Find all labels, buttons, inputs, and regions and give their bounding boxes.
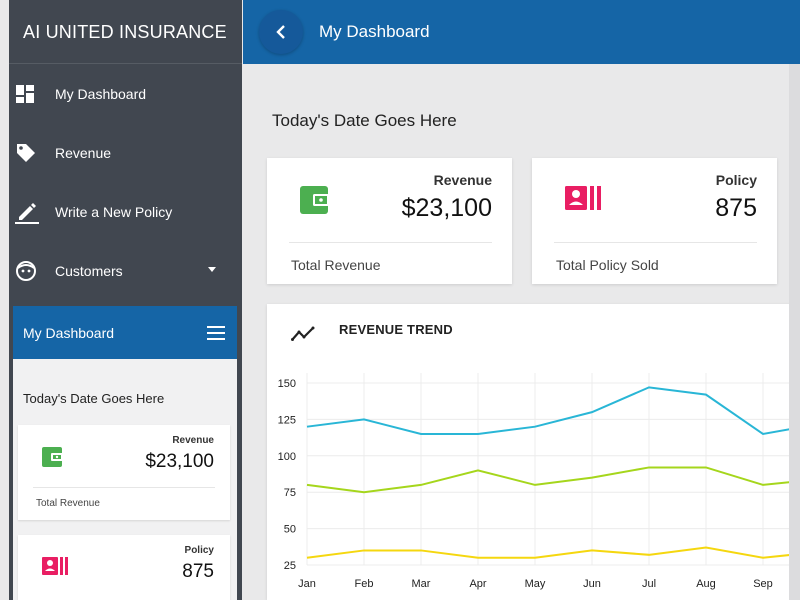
trend-icon bbox=[291, 326, 315, 347]
divider bbox=[289, 242, 492, 243]
x-tick-label: Jan bbox=[298, 578, 316, 590]
mini-revenue-card[interactable]: Revenue $23,100 Total Revenue bbox=[18, 425, 230, 520]
sidebar-item-customers[interactable]: Customers bbox=[9, 241, 242, 300]
divider bbox=[554, 242, 757, 243]
card-label: Policy bbox=[715, 172, 757, 188]
card-value: 875 bbox=[715, 194, 757, 222]
sidebar-item-label: Revenue bbox=[55, 144, 112, 161]
sidebar-item-label: Write a New Policy bbox=[55, 203, 173, 220]
card-footer: Total Revenue bbox=[291, 257, 381, 273]
y-tick-label: 50 bbox=[284, 524, 296, 536]
revenue-trend-card: 25 50 75 100 125 150 Jan Feb Mar Apr May Jun Jul Aug S… bbox=[267, 304, 800, 600]
card-label: Revenue bbox=[433, 172, 492, 188]
mini-card-value: 875 bbox=[182, 561, 214, 582]
x-tick-label: Apr bbox=[469, 578, 486, 590]
x-tick-label: Feb bbox=[355, 578, 374, 590]
series-line-2 bbox=[306, 466, 800, 494]
brand-title: AI UNITED INSURANCE bbox=[9, 0, 242, 64]
wallet-icon bbox=[42, 447, 64, 472]
chevron-left-icon bbox=[276, 25, 285, 39]
back-button[interactable] bbox=[259, 10, 303, 54]
series-line-1 bbox=[306, 386, 800, 436]
y-tick-label: 100 bbox=[278, 451, 296, 463]
x-tick-label: May bbox=[525, 578, 546, 590]
x-tick-label: Sep bbox=[753, 578, 773, 590]
mini-card-label: Revenue bbox=[172, 435, 214, 446]
date-heading: Today's Date Goes Here bbox=[272, 111, 457, 130]
top-header: My Dashboard bbox=[243, 0, 800, 64]
sidebar-item-write-policy[interactable]: Write a New Policy bbox=[9, 182, 242, 241]
policy-card[interactable]: Policy 875 Total Policy Sold bbox=[532, 158, 777, 284]
badge-icon bbox=[42, 557, 68, 580]
sidebar-item-dashboard[interactable]: My Dashboard bbox=[9, 64, 242, 123]
sidebar-item-revenue[interactable]: Revenue bbox=[9, 123, 242, 182]
x-tick-label: Jul bbox=[642, 578, 656, 590]
face-icon bbox=[9, 260, 55, 282]
y-tick-label: 150 bbox=[278, 378, 296, 390]
mini-date-heading: Today's Date Goes Here bbox=[23, 391, 165, 406]
mini-card-footer: Total Revenue bbox=[36, 498, 100, 509]
badge-icon bbox=[565, 186, 601, 215]
mini-card-value: $23,100 bbox=[145, 451, 214, 472]
y-tick-label: 75 bbox=[284, 487, 296, 499]
mini-card-label: Policy bbox=[184, 545, 214, 556]
mini-header: My Dashboard bbox=[13, 306, 237, 359]
y-tick-label: 125 bbox=[278, 414, 296, 426]
card-value: $23,100 bbox=[401, 194, 492, 222]
dashboard-icon bbox=[9, 84, 55, 104]
chart-title: REVENUE TREND bbox=[339, 322, 453, 337]
mini-header-title: My Dashboard bbox=[23, 324, 115, 341]
series-line-3 bbox=[306, 546, 800, 559]
card-footer: Total Policy Sold bbox=[556, 257, 659, 273]
x-tick-label: Aug bbox=[696, 578, 716, 590]
revenue-trend-chart: 25 50 75 100 125 150 Jan Feb Mar Apr May Jun Jul Aug S… bbox=[278, 373, 800, 590]
chevron-down-icon[interactable] bbox=[208, 267, 216, 272]
divider bbox=[33, 487, 215, 488]
pencil-icon bbox=[9, 200, 55, 224]
page-title: My Dashboard bbox=[319, 22, 430, 41]
sidebar-item-label: My Dashboard bbox=[55, 85, 147, 102]
mobile-preview: My Dashboard Today's Date Goes Here Reve… bbox=[13, 306, 237, 600]
revenue-card[interactable]: Revenue $23,100 Total Revenue bbox=[267, 158, 512, 284]
x-tick-label: Jun bbox=[583, 578, 601, 590]
y-tick-label: 25 bbox=[284, 560, 296, 572]
menu-icon[interactable] bbox=[207, 326, 225, 343]
tag-icon bbox=[9, 142, 55, 164]
wallet-icon bbox=[300, 186, 330, 219]
x-tick-label: Mar bbox=[412, 578, 431, 590]
scroll-edge bbox=[789, 64, 800, 600]
sidebar-item-label: Customers bbox=[55, 262, 123, 279]
mini-policy-card[interactable]: Policy 875 bbox=[18, 535, 230, 600]
